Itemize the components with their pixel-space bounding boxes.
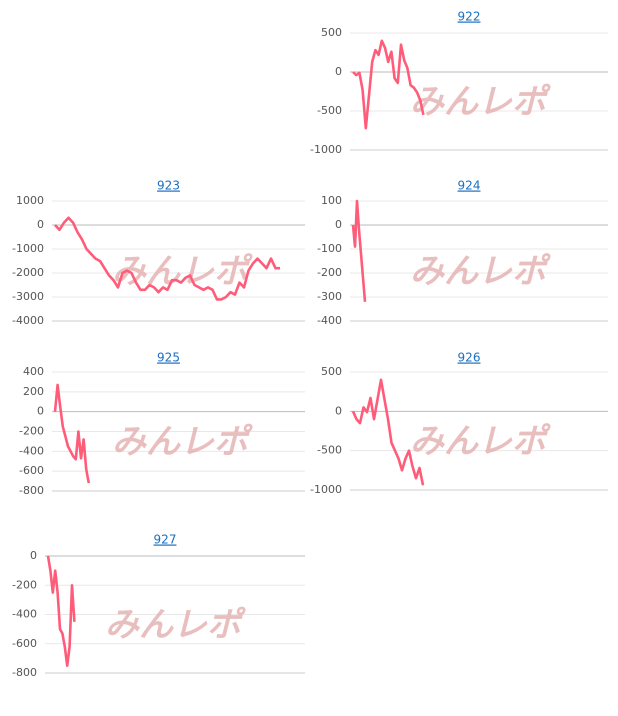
chart-title[interactable]: 925	[157, 351, 180, 365]
chart-title[interactable]: 922	[458, 10, 481, 24]
y-tick-label: -600	[19, 464, 44, 477]
y-tick-label: -1000	[310, 143, 342, 156]
y-tick-label: -400	[12, 608, 37, 621]
y-tick-label: -200	[19, 425, 44, 438]
data-line	[54, 216, 280, 301]
y-tick-label: -500	[317, 104, 342, 117]
y-tick-label: 0	[335, 65, 342, 78]
y-tick-label: -100	[317, 242, 342, 255]
y-tick-label: 0	[37, 218, 44, 231]
chart-title[interactable]: 923	[157, 179, 180, 193]
y-tick-label: 0	[335, 218, 342, 231]
y-tick-label: -400	[317, 314, 342, 327]
watermark: みんレポ	[410, 422, 551, 462]
y-tick-label: 0	[335, 404, 342, 417]
chart-title[interactable]: 927	[154, 533, 177, 547]
y-tick-label: -2000	[12, 266, 44, 279]
y-tick-label: -3000	[12, 290, 44, 303]
y-tick-label: 0	[30, 549, 37, 562]
y-tick-label: -500	[317, 444, 342, 457]
watermark: みんレポ	[410, 82, 551, 122]
y-tick-label: -1000	[12, 242, 44, 255]
y-tick-label: 100	[321, 194, 342, 207]
y-tick-label: 0	[37, 405, 44, 418]
y-tick-label: -200	[317, 266, 342, 279]
watermark: みんレポ	[112, 252, 253, 292]
y-tick-label: -4000	[12, 314, 44, 327]
y-tick-label: 500	[321, 26, 342, 39]
chart-title[interactable]: 926	[458, 351, 481, 365]
y-tick-label: 1000	[16, 194, 44, 207]
watermark: みんレポ	[410, 252, 551, 292]
watermark: みんレポ	[112, 422, 253, 462]
data-line	[352, 39, 425, 130]
data-line	[351, 378, 425, 486]
y-tick-label: 200	[23, 385, 44, 398]
y-tick-label: -800	[12, 666, 37, 679]
y-tick-label: -400	[19, 444, 44, 457]
y-tick-label: -800	[19, 484, 44, 497]
y-tick-label: 500	[321, 365, 342, 378]
watermark: みんレポ	[105, 605, 246, 645]
data-line	[46, 555, 76, 667]
y-tick-label: -200	[12, 578, 37, 591]
y-tick-label: -1000	[310, 483, 342, 496]
chart-title[interactable]: 924	[458, 179, 481, 193]
y-tick-label: -300	[317, 290, 342, 303]
y-tick-label: -600	[12, 637, 37, 650]
data-line	[53, 383, 91, 484]
data-line	[351, 199, 367, 302]
y-tick-label: 400	[23, 365, 44, 378]
